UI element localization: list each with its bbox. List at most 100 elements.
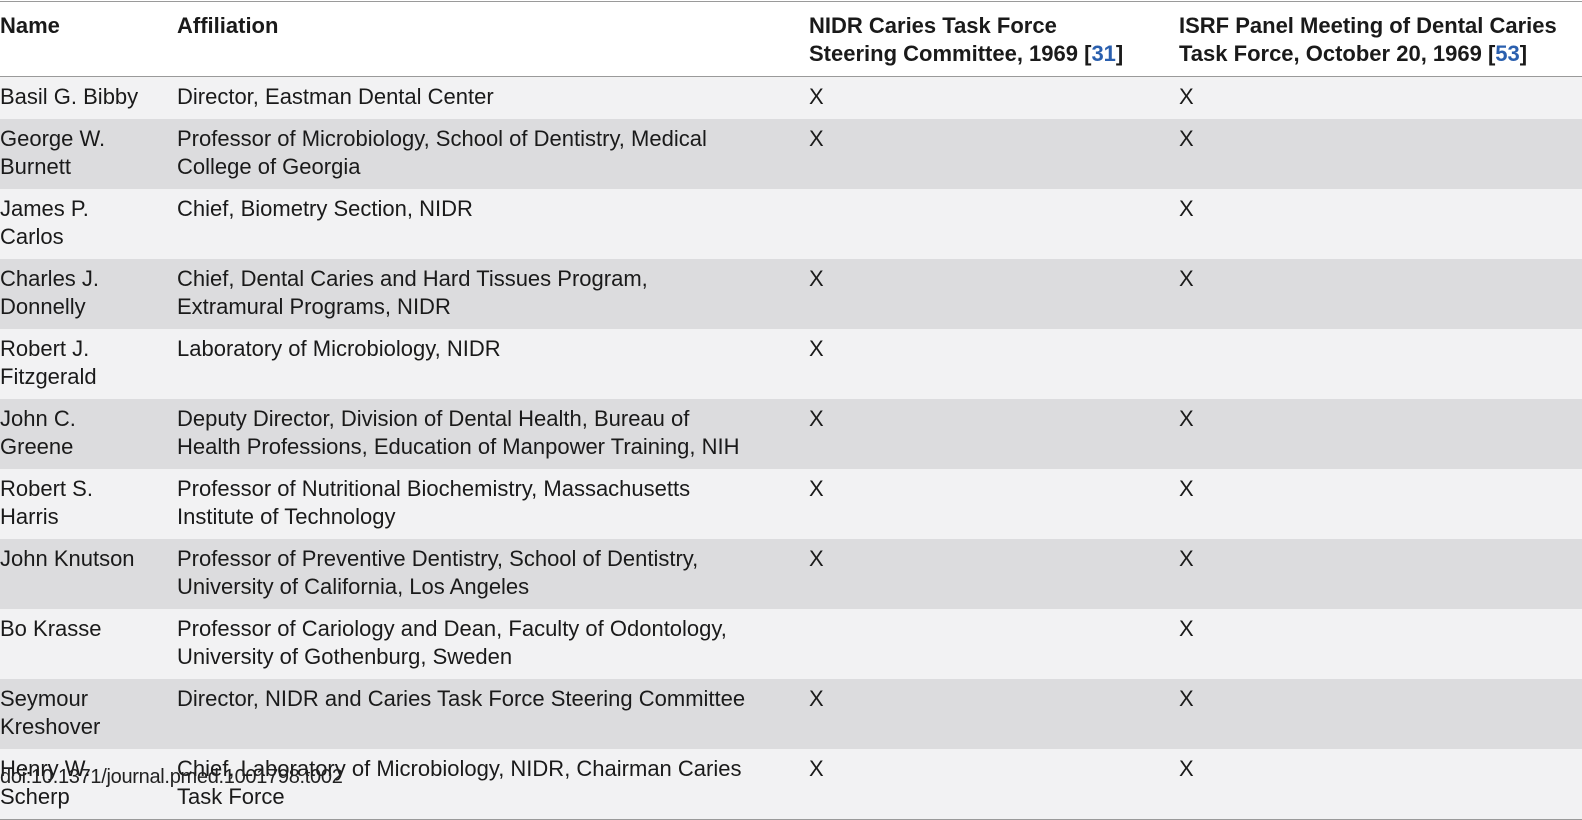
affiliation-text-continued: Institute of Technology [177,504,396,529]
table-row: Seymour Kreshover Director, NIDR and Carie… [0,679,1582,749]
isrf-mark: X [1179,266,1194,291]
table-header-row: Name Affiliation NIDR Caries Task Force … [0,1,1582,77]
reference-link-31[interactable]: 31 [1091,41,1116,66]
cell-isrf-mark: X [1179,469,1582,539]
cell-isrf-mark: X [1179,399,1582,469]
isrf-mark: X [1179,476,1194,501]
cell-nidr-mark: X [809,119,1179,189]
isrf-mark: X [1179,406,1194,431]
name-text-continued: Kreshover [0,714,101,739]
name-text: George W. [0,126,106,151]
cell-isrf-mark: X [1179,259,1582,329]
name-text-continued: Greene [0,434,74,459]
nidr-mark: X [809,84,824,109]
cell-affiliation: Professor of Cariology and Dean, Faculty… [177,609,809,679]
affiliation-text: Director, Eastman Dental Center [177,84,494,109]
cell-isrf-mark: X [1179,119,1582,189]
cell-affiliation: Chief, Dental Caries and Hard Tissues Pr… [177,259,809,329]
affiliation-text: Professor of Cariology and Dean, Faculty… [177,616,727,641]
table-row: Bo Krasse Professor of Cariology and Dean… [0,609,1582,679]
cell-nidr-mark: X [809,259,1179,329]
cell-nidr-mark: X [809,749,1179,820]
isrf-mark: X [1179,616,1194,641]
nidr-mark: X [809,336,824,361]
name-text: Basil G. Bibby [0,84,139,109]
header-affiliation-label: Affiliation [177,13,279,38]
name-text: Seymour [0,686,89,711]
affiliation-text: Professor of Nutritional Biochemistry, M… [177,476,691,501]
name-text-continued: Burnett [0,154,71,179]
affiliation-text-continued: Extramural Programs, NIDR [177,294,451,319]
isrf-mark: X [1179,126,1194,151]
header-isrf-line1: ISRF Panel Meeting of Dental Caries [1179,13,1557,38]
name-text-continued: Fitzgerald [0,364,97,389]
cell-name: Bo Krasse [0,609,177,679]
cell-isrf-mark: X [1179,539,1582,609]
table-row: Robert S. Harris Professor of Nutritional … [0,469,1582,539]
cell-affiliation: Professor of Nutritional Biochemistry, M… [177,469,809,539]
header-nidr-line2: Steering Committee, 1969 [ [809,41,1092,66]
isrf-mark: X [1179,196,1194,221]
nidr-mark: X [809,546,824,571]
nidr-mark: X [809,686,824,711]
cell-name: Basil G. Bibby [0,77,177,120]
affiliation-text-continued: College of Georgia [177,154,361,179]
header-affiliation: Affiliation [177,2,809,77]
cell-isrf-mark [1179,329,1582,399]
header-isrf-panel: ISRF Panel Meeting of Dental Caries Task… [1179,2,1582,77]
table-row: John Knutson Professor of Preventive Dent… [0,539,1582,609]
name-text-continued: Donnelly [0,294,86,319]
affiliation-text-continued: Health Professions, Education of Manpowe… [177,434,740,459]
header-nidr-committee: NIDR Caries Task Force Steering Committe… [809,2,1179,77]
name-text-continued: Harris [0,504,59,529]
table-row: James P. Carlos Chief, Biometry Section, N… [0,189,1582,259]
cell-affiliation: Chief, Laboratory of Microbiology, NIDR,… [177,749,809,820]
table-body: Basil G. Bibby Director, Eastman Dental C… [0,76,1582,820]
cell-nidr-mark [809,609,1179,679]
cell-isrf-mark: X [1179,609,1582,679]
cell-nidr-mark: X [809,679,1179,749]
cell-nidr-mark: X [809,77,1179,120]
name-text: John C. [0,406,76,431]
cell-name: Charles J. Donnelly [0,259,177,329]
cell-name: John Knutson [0,539,177,609]
reference-link-53[interactable]: 53 [1495,41,1520,66]
cell-nidr-mark: X [809,539,1179,609]
cell-affiliation: Chief, Biometry Section, NIDR [177,189,809,259]
affiliation-text: Deputy Director, Division of Dental Heal… [177,406,690,431]
affiliation-text-continued: University of California, Los Angeles [177,574,530,599]
isrf-mark: X [1179,756,1194,781]
header-isrf-line2: Task Force, October 20, 1969 [ [1179,41,1496,66]
name-text: Charles J. [0,266,100,291]
table-row: Robert J. Fitzgerald Laboratory of Microbi… [0,329,1582,399]
table-row: Basil G. Bibby Director, Eastman Dental C… [0,76,1582,120]
name-text: Henry W. [0,756,91,781]
affiliation-text-continued: University of Gothenburg, Sweden [177,644,513,669]
name-text: John Knutson [0,546,135,571]
affiliation-text: Chief, Laboratory of Microbiology, NIDR,… [177,756,742,781]
cell-name: Seymour Kreshover [0,679,177,749]
cell-nidr-mark: X [809,399,1179,469]
name-text-continued: Carlos [0,224,64,249]
doi-caption: doi:10.1371/journal.pmed.1001798.t002 [0,766,343,788]
name-text: Robert S. [0,476,93,501]
cell-name: James P. Carlos [0,189,177,259]
table-row: Charles J. Donnelly Chief, Dental Caries a… [0,259,1582,329]
isrf-mark: X [1179,546,1194,571]
cell-affiliation: Director, Eastman Dental Center [177,77,809,120]
cell-affiliation: Laboratory of Microbiology, NIDR [177,329,809,399]
cell-isrf-mark: X [1179,749,1582,820]
header-nidr-bracket: ] [1115,41,1124,66]
affiliation-text: Director, NIDR and Caries Task Force Ste… [177,686,746,711]
affiliation-text: Chief, Biometry Section, NIDR [177,196,473,221]
name-text: Bo Krasse [0,616,102,641]
cell-isrf-mark: X [1179,77,1582,120]
affiliation-text: Laboratory of Microbiology, NIDR [177,336,501,361]
header-isrf-bracket: ] [1519,41,1528,66]
isrf-mark: X [1179,84,1194,109]
nidr-mark: X [809,126,824,151]
cell-name: Robert S. Harris [0,469,177,539]
cell-affiliation: Professor of Preventive Dentistry, Schoo… [177,539,809,609]
name-text: Robert J. [0,336,90,361]
